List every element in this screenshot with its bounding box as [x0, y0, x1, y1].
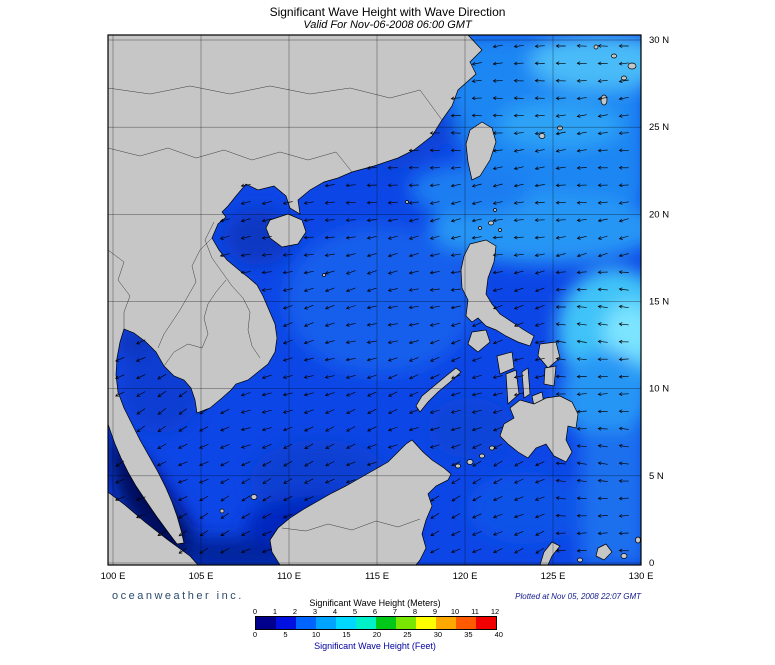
- meters-tick-label: 4: [332, 607, 338, 616]
- svg-text:120 E: 120 E: [453, 571, 478, 582]
- legend-color-segment: [376, 617, 396, 629]
- meters-tick-label: 1: [272, 607, 278, 616]
- svg-text:10 N: 10 N: [649, 384, 669, 395]
- feet-tick-label: 40: [494, 630, 503, 639]
- grid-layer: [108, 35, 641, 565]
- svg-text:125 E: 125 E: [541, 571, 566, 582]
- svg-text:15 N: 15 N: [649, 297, 669, 308]
- svg-text:0: 0: [649, 558, 654, 569]
- meters-tick-label: 9: [432, 607, 438, 616]
- legend-color-segment: [316, 617, 336, 629]
- feet-tick-label: 30: [433, 630, 443, 639]
- meters-tick-label: 2: [292, 607, 298, 616]
- meters-tick-label: 11: [471, 607, 479, 616]
- meters-tick-label: 7: [392, 607, 398, 616]
- meters-tick-label: 3: [312, 607, 318, 616]
- legend-feet-ticks: 0 5 10 15 20 25 30 35 40: [252, 630, 503, 639]
- map-frame: [107, 34, 642, 566]
- svg-text:105 E: 105 E: [189, 571, 214, 582]
- oceanweather-brand: oceanweather inc.: [112, 590, 244, 602]
- meters-tick-label: 5: [352, 607, 358, 616]
- svg-text:5 N: 5 N: [649, 471, 664, 482]
- legend-meters-ticks: 0 1 2 3 4 5 6 7 8 9 10 11 12: [252, 607, 499, 616]
- meters-tick-label: 10: [450, 607, 460, 616]
- svg-text:30 N: 30 N: [649, 35, 669, 46]
- axis-labels: 100 E 105 E 110 E 115 E 120 E 125 E 130 E 30 N 2…: [101, 35, 670, 582]
- feet-tick-label: 0: [252, 630, 258, 639]
- legend-color-segment: [416, 617, 436, 629]
- svg-text:115 E: 115 E: [365, 571, 389, 582]
- legend-title-meters: Significant Wave Height (Meters): [309, 598, 441, 608]
- feet-tick-label: 35: [464, 630, 473, 639]
- legend-color-segment: [276, 617, 296, 629]
- legend-color-segment: [296, 617, 316, 629]
- meters-tick-label: 12: [490, 607, 500, 616]
- legend-color-segment: [356, 617, 376, 629]
- svg-text:20 N: 20 N: [649, 209, 669, 220]
- feet-tick-label: 15: [342, 630, 351, 639]
- meters-tick-label: 6: [372, 607, 378, 616]
- meters-tick-label: 0: [252, 607, 258, 616]
- legend-color-segment: [476, 617, 496, 629]
- legend-colorbar: [255, 616, 497, 630]
- svg-text:110 E: 110 E: [277, 571, 301, 582]
- page-title: Significant Wave Height with Wave Direct…: [269, 5, 506, 19]
- feet-tick-label: 5: [283, 630, 288, 639]
- feet-tick-label: 20: [372, 630, 382, 639]
- land-layer: [108, 35, 641, 565]
- wave-direction-arrows: [114, 44, 629, 554]
- feet-tick-label: 25: [403, 630, 412, 639]
- svg-text:100 E: 100 E: [101, 571, 126, 582]
- svg-text:130 E: 130 E: [629, 571, 654, 582]
- meters-tick-label: 8: [412, 607, 418, 616]
- svg-text:25 N: 25 N: [649, 122, 669, 133]
- legend-color-segment: [436, 617, 456, 629]
- feet-tick-label: 10: [311, 630, 321, 639]
- legend-color-segment: [456, 617, 476, 629]
- legend-color-segment: [396, 617, 416, 629]
- legend-color-segment: [336, 617, 356, 629]
- legend-title-feet: Significant Wave Height (Feet): [314, 641, 436, 651]
- legend-color-segment: [256, 617, 276, 629]
- plotted-timestamp: Plotted at Nov 05, 2008 22:07 GMT: [515, 592, 641, 601]
- arrow-field: [114, 44, 629, 554]
- valid-time-subtitle: Valid For Nov-06-2008 06:00 GMT: [303, 19, 472, 31]
